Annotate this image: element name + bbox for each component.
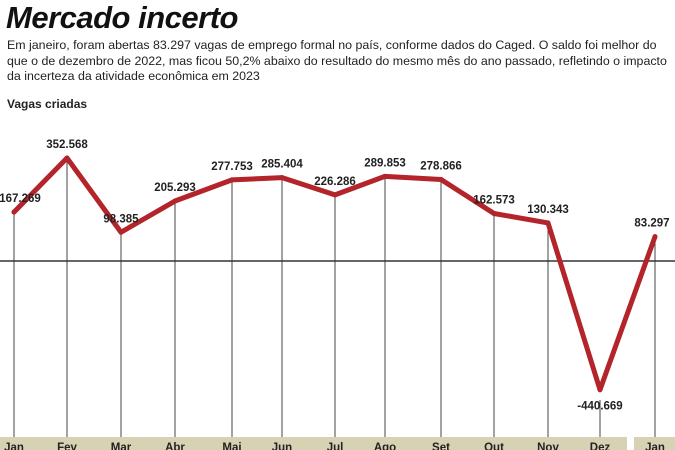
data-point [11, 209, 17, 215]
x-tick-label: Fev [57, 442, 77, 450]
data-label: 83.297 [634, 218, 669, 230]
data-label: 205.293 [154, 182, 196, 194]
data-point [491, 211, 497, 217]
data-point [279, 175, 285, 181]
data-label: 285.404 [261, 159, 303, 171]
x-tick-label: Out [484, 442, 504, 450]
data-point [597, 387, 603, 393]
chart-title: Mercado incerto [6, 0, 238, 35]
data-label: 167.269 [0, 193, 41, 205]
data-point [438, 177, 444, 183]
x-axis-band-next-year [634, 437, 675, 450]
data-label: 98.385 [103, 213, 139, 225]
data-point [652, 234, 658, 240]
x-tick-label: Jun [272, 442, 292, 450]
x-tick-label: Mar [111, 442, 132, 450]
data-point [382, 173, 388, 179]
data-point [332, 192, 338, 198]
x-tick-label: Jul [327, 442, 344, 450]
data-label: 278.866 [420, 161, 462, 173]
data-label: 289.853 [364, 157, 406, 169]
data-point [229, 177, 235, 183]
x-tick-label: Jan [4, 442, 24, 450]
data-point [64, 155, 70, 161]
data-point [118, 229, 124, 235]
x-tick-label: Ago [374, 442, 396, 450]
x-tick-label: Set [432, 442, 450, 450]
x-tick-label: Mai [222, 442, 241, 450]
data-point [545, 220, 551, 226]
data-label: -440.669 [577, 401, 622, 413]
x-axis-band [0, 437, 627, 450]
y-axis-label: Vagas criadas [7, 97, 88, 111]
x-tick-label: Nov [537, 442, 559, 450]
data-label: 352.568 [46, 139, 88, 151]
data-label: 226.286 [314, 176, 356, 188]
data-label: 277.753 [211, 161, 253, 173]
data-label: 162.573 [473, 195, 515, 207]
x-tick-label: Jan [645, 442, 665, 450]
data-label: 130.343 [527, 204, 569, 216]
x-tick-label: Abr [165, 442, 185, 450]
data-point [172, 198, 178, 204]
x-tick-label: Dez [590, 442, 611, 450]
chart-subtitle: Em janeiro, foram abertas 83.297 vagas d… [7, 38, 667, 83]
